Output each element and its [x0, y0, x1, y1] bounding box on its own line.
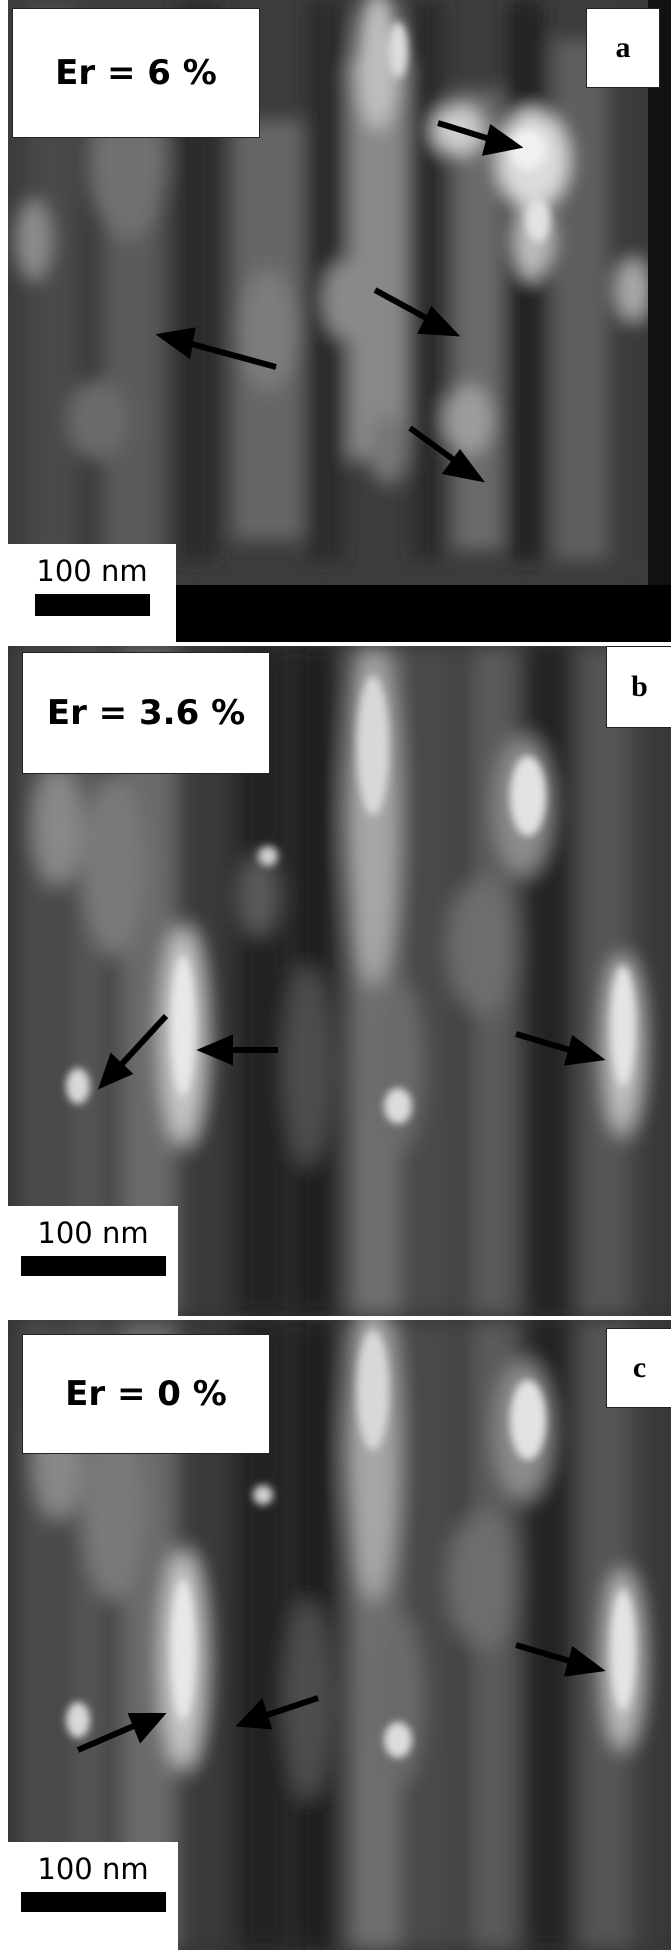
arrow-markers-a	[155, 120, 524, 483]
scale-label-c: 100 nm	[37, 1852, 149, 1886]
micrograph-panel-b: Er = 3.6 % b 100 nm	[8, 646, 671, 1316]
scale-label-a: 100 nm	[36, 554, 148, 588]
scale-bar-c: 100 nm	[8, 1842, 178, 1950]
scale-line-c	[20, 1892, 166, 1912]
micrograph-panel-c: Er = 0 % c 100 nm	[8, 1320, 671, 1950]
micrograph-image-b	[8, 646, 671, 1316]
arrow-markers-c	[76, 1642, 606, 1753]
scale-line-b	[20, 1256, 166, 1276]
scale-label-b: 100 nm	[37, 1216, 149, 1250]
panel-letter-b: b	[606, 646, 671, 728]
panel-separator	[0, 1316, 671, 1320]
erosion-rate-label-b: Er = 3.6 %	[22, 652, 270, 774]
scale-bar-a: 100 nm	[8, 544, 176, 642]
erosion-rate-label-c: Er = 0 %	[22, 1334, 270, 1454]
scale-line-a	[34, 594, 150, 616]
arrow-markers-b	[97, 1013, 606, 1090]
erosion-rate-label-a: Er = 6 %	[12, 8, 260, 138]
scale-bar-b: 100 nm	[8, 1206, 178, 1316]
panel-separator	[0, 642, 671, 646]
micrograph-panel-a: Er = 6 % a 100 nm	[8, 0, 671, 642]
panel-letter-a: a	[586, 8, 660, 88]
panel-letter-c: c	[606, 1328, 671, 1408]
